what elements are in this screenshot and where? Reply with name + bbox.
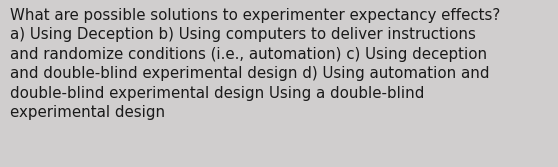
Text: What are possible solutions to experimenter expectancy effects?
a) Using Decepti: What are possible solutions to experimen… <box>10 8 501 120</box>
